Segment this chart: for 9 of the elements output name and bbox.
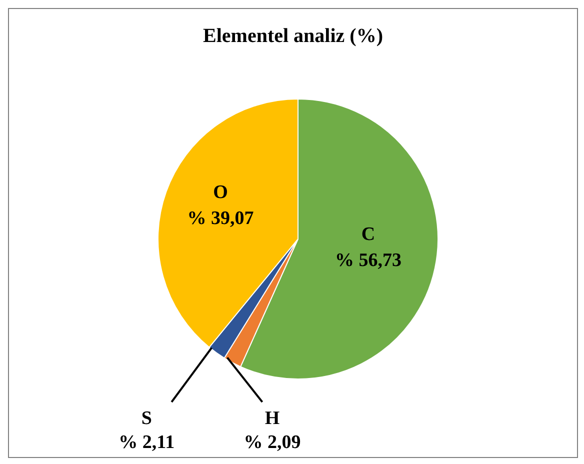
data-label: % 39,07 (187, 208, 254, 230)
chart-title: Elementel analiz (%) (202, 25, 384, 48)
data-label: % 2,09 (244, 432, 301, 453)
data-label: % 56,73 (335, 250, 402, 272)
data-label: % 2,11 (118, 432, 175, 453)
slice-label: S (141, 408, 152, 429)
slice-label: C (361, 224, 376, 246)
slice-label: O (213, 182, 228, 204)
slice-label: H (264, 408, 280, 429)
